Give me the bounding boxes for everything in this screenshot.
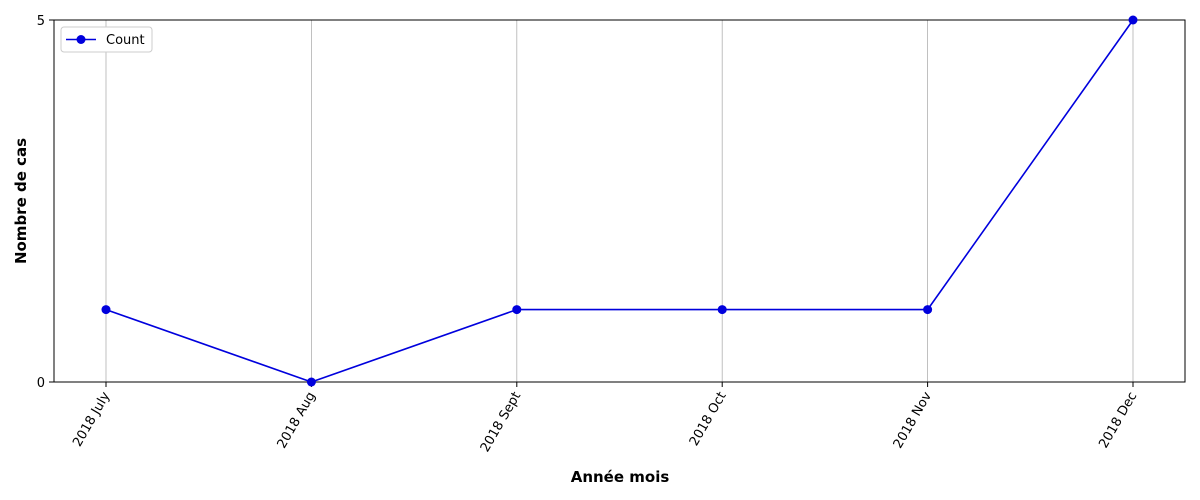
data-point [512,305,522,315]
data-point [923,305,933,315]
series-layer [101,15,1138,387]
y-axis-title: Nombre de cas [12,138,30,264]
legend: Count [60,26,153,53]
legend-label: Count [106,33,145,48]
series-count [101,15,1138,387]
y-tick-label: 0 [37,376,45,391]
grid-lines [105,20,1134,382]
legend-box [60,26,153,53]
data-point [306,377,316,387]
plot-frame [53,19,1186,383]
x-axis-title: Année mois [571,468,670,486]
data-point [1128,15,1138,25]
legend-marker-icon [76,35,86,44]
series-line [105,19,1134,383]
y-axis: 05 [37,14,54,391]
data-point [101,305,111,315]
data-point [717,305,727,315]
y-tick-label: 5 [37,14,45,29]
